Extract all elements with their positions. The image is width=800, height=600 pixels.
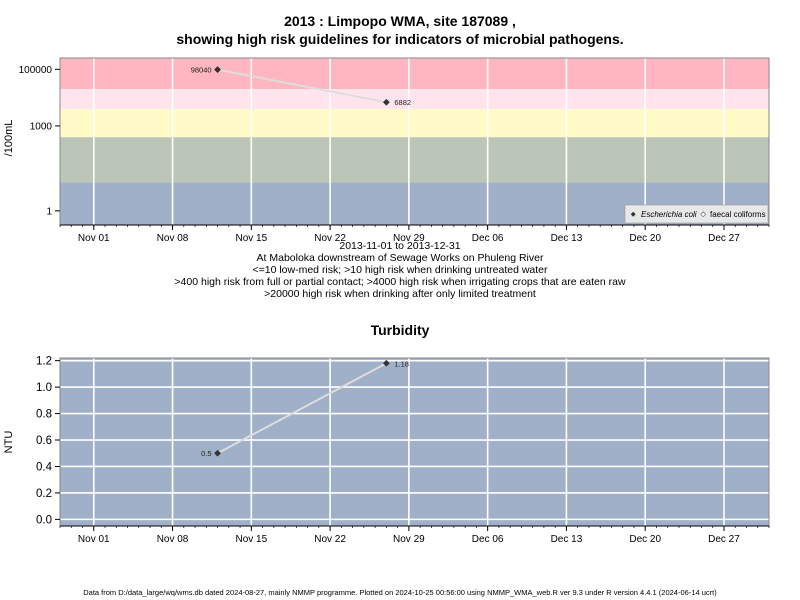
x-tick-label: Nov 22 [314, 534, 346, 545]
risk-note-2: >400 high risk from full or partial cont… [174, 276, 626, 288]
x-tick-label: Nov 15 [235, 534, 267, 545]
y-axis-label: /100mL [3, 120, 15, 157]
footer-note: Data from D:/data_large/wq/wms.db dated … [83, 588, 717, 597]
turbidity-data-label: 0.5 [201, 449, 211, 458]
legend-label-ecoli: Escherichia coli [641, 210, 697, 219]
chart-title-line1: 2013 : Limpopo WMA, site 187089 , [284, 13, 516, 29]
ecoli-data-label: 98040 [191, 66, 212, 75]
risk-band-10-400 [60, 137, 769, 183]
turbidity-series-line [217, 362, 387, 455]
x-tick-label: Dec 20 [629, 233, 661, 244]
x-tick-label: Nov 08 [157, 534, 189, 545]
x-tick-label: Dec 27 [708, 233, 740, 244]
turbidity-title: Turbidity [370, 322, 430, 338]
risk-band-4000-20000 [60, 89, 769, 109]
microbial-chart: 1 1000 100000/100mL Nov 01 Nov 08 Nov 15 Nov 2… [3, 57, 770, 244]
y-tick-label: 0.6 [36, 435, 52, 447]
risk-band-gt20000 [60, 58, 769, 90]
legend-marker-ecoli [630, 211, 636, 217]
legend-label-faecal: faecal coliforms [710, 210, 766, 219]
turbidity-chart: 0.0 0.2 0.4 0.6 0.8 1.0 1.2 NTU Nov 01 Nov 08 Nov … [3, 356, 770, 545]
x-tick-label: Dec 13 [551, 233, 583, 244]
risk-note-3: >20000 high risk when drinking after onl… [264, 288, 536, 300]
y-tick-label: 1 [46, 206, 52, 217]
y-tick-label: 100000 [19, 65, 53, 76]
chart-title-line2: showing high risk guidelines for indicat… [176, 31, 624, 47]
x-tick-label: Dec 06 [472, 534, 504, 545]
plot-background [60, 358, 769, 526]
y-tick-label: 0.2 [36, 488, 52, 500]
risk-band-400-4000 [60, 108, 769, 138]
x-tick-label: Nov 01 [78, 233, 110, 244]
legend-box [624, 204, 769, 224]
y-tick-label: 0.0 [36, 514, 52, 526]
date-range: 2013-11-01 to 2013-12-31 [339, 240, 461, 252]
site-description: At Maboloka downstream of Sewage Works o… [256, 252, 544, 264]
x-tick-label: Nov 01 [78, 534, 110, 545]
x-tick-label: Dec 06 [472, 233, 504, 244]
x-tick-label: Nov 29 [393, 534, 425, 545]
y-tick-label: 0.8 [36, 409, 52, 421]
risk-note-1: <=10 low-med risk; >10 high risk when dr… [252, 264, 548, 276]
y-axis-label: NTU [3, 431, 15, 454]
y-tick-label: 1000 [30, 121, 53, 132]
ecoli-data-label: 6882 [394, 98, 411, 107]
x-tick-label: Nov 22 [314, 233, 346, 244]
x-tick-label: Dec 13 [551, 534, 583, 545]
x-tick-label: Dec 27 [708, 534, 740, 545]
x-tick-label: Nov 08 [157, 233, 189, 244]
y-tick-label: 1.2 [36, 356, 52, 368]
turbidity-data-label: 1.18 [394, 359, 409, 368]
legend-marker-faecal [700, 211, 707, 218]
y-tick-label: 0.4 [36, 461, 53, 473]
ecoli-point [382, 98, 390, 106]
x-tick-label: Nov 29 [393, 233, 425, 244]
x-tick-label: Nov 15 [235, 233, 267, 244]
y-tick-label: 1.0 [36, 382, 52, 394]
x-tick-label: Dec 20 [629, 534, 661, 545]
ecoli-series-line [217, 68, 387, 104]
turbidity-point [214, 449, 221, 457]
